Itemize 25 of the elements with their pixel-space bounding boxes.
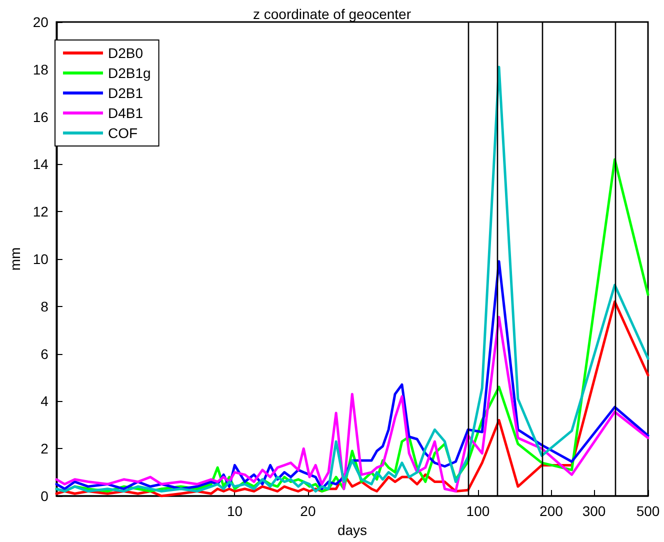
x-tick-label: 500 — [636, 503, 660, 519]
y-tick-label: 20 — [32, 14, 49, 30]
legend-label: D4B1 — [108, 105, 144, 121]
chart-title: z coordinate of geocenter — [253, 6, 412, 22]
x-axis-title: days — [337, 522, 368, 538]
y-tick-label: 12 — [32, 204, 49, 220]
y-tick-label: 6 — [40, 346, 49, 362]
x-tick-label: 20 — [300, 503, 316, 519]
y-axis-title: mm — [7, 247, 23, 271]
y-tick-label: 10 — [32, 251, 49, 267]
legend-label: D2B1 — [108, 85, 144, 101]
legend-label: D2B0 — [108, 45, 144, 61]
x-tick-label: 300 — [582, 503, 606, 519]
y-tick-label: 4 — [40, 393, 49, 410]
y-tick-label: 8 — [40, 298, 49, 314]
y-tick-label: 2 — [40, 440, 49, 457]
y-tick-label: 0 — [40, 488, 49, 504]
legend-label: D2B1g — [108, 65, 151, 81]
legend-label: COF — [108, 125, 138, 141]
x-tick-label: 100 — [466, 503, 490, 519]
y-tick-label: 16 — [32, 108, 49, 125]
x-tick-label: 200 — [540, 503, 564, 519]
y-tick-label: 14 — [32, 156, 49, 172]
x-tick-label: 10 — [226, 503, 243, 519]
y-tick-label: 18 — [32, 61, 49, 78]
